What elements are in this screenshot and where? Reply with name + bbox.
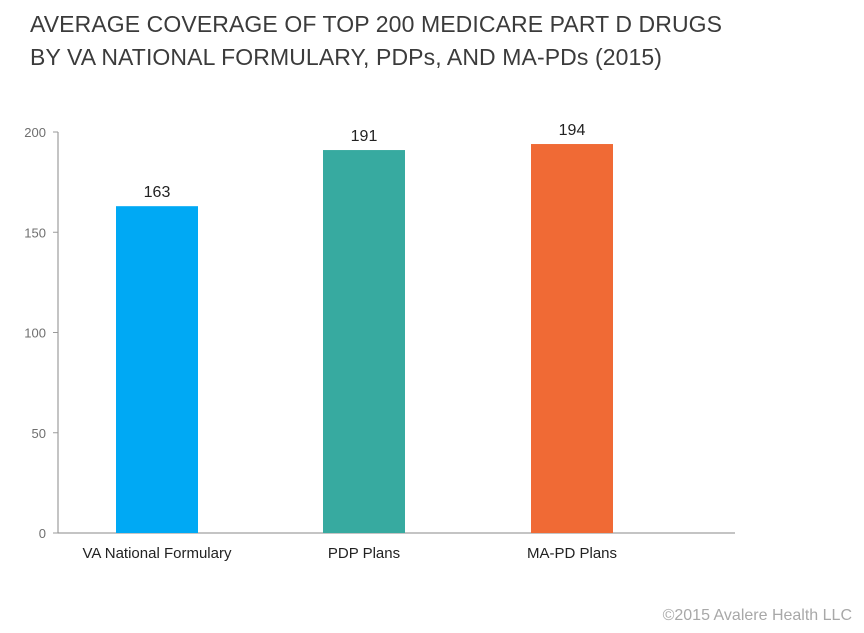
bar-value-label: 191 [351, 128, 378, 145]
y-tick-label: 50 [32, 426, 46, 441]
y-tick-label: 150 [24, 225, 46, 240]
bar [323, 150, 405, 534]
bar [531, 144, 613, 533]
bar [116, 206, 198, 533]
copyright-text: ©2015 Avalere Health LLC [662, 607, 852, 624]
y-tick-label: 0 [39, 526, 46, 541]
bar-value-label: 194 [559, 122, 586, 139]
chart-title: AVERAGE COVERAGE OF TOP 200 MEDICARE PAR… [30, 8, 730, 74]
bars-group: 163 VA National Formulary 191 PDP Plans 194 M… [83, 122, 617, 562]
y-tick-label: 100 [24, 326, 46, 341]
bar-value-label: 163 [144, 184, 171, 201]
chart-title-line-2: BY VA NATIONAL FORMULARY, PDPs, AND MA-P… [30, 44, 663, 70]
y-tick-label: 200 [24, 125, 46, 140]
x-category-label: PDP Plans [328, 545, 400, 562]
x-category-label: VA National Formulary [83, 545, 232, 562]
x-category-label: MA-PD Plans [527, 545, 617, 562]
chart-title-line-1: AVERAGE COVERAGE OF TOP 200 MEDICARE PAR… [30, 11, 723, 37]
